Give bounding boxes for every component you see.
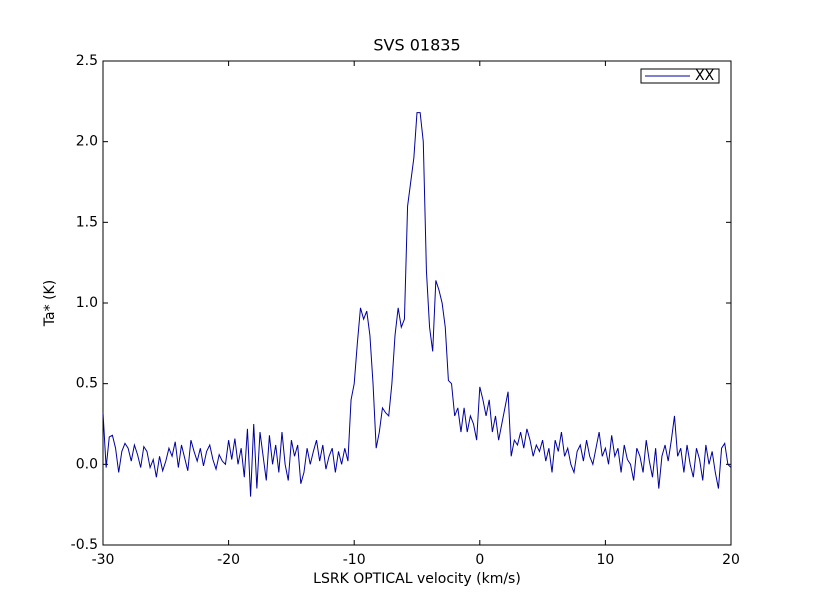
x-tick-label: -20 bbox=[217, 552, 240, 568]
chart-title: SVS 01835 bbox=[373, 36, 460, 55]
x-tick-label: 20 bbox=[722, 552, 740, 568]
x-tick-label: 0 bbox=[475, 552, 484, 568]
x-tick-label: -30 bbox=[92, 552, 115, 568]
y-tick-label: -0.5 bbox=[71, 537, 98, 553]
x-tick-label: 10 bbox=[596, 552, 614, 568]
y-tick-label: 1.0 bbox=[76, 295, 98, 311]
y-tick-label: 2.0 bbox=[76, 134, 98, 150]
y-tick-label: 1.5 bbox=[76, 214, 98, 230]
legend-label: XX bbox=[695, 68, 715, 84]
y-axis-label: Ta* (K) bbox=[42, 280, 58, 327]
y-tick-label: 0.5 bbox=[76, 376, 98, 392]
data-line bbox=[102, 112, 732, 497]
y-tick-label: 2.5 bbox=[76, 53, 98, 69]
y-tick-label: 0.0 bbox=[76, 456, 98, 472]
x-axis-label: LSRK OPTICAL velocity (km/s) bbox=[313, 571, 521, 587]
x-tick-label: -10 bbox=[343, 552, 366, 568]
